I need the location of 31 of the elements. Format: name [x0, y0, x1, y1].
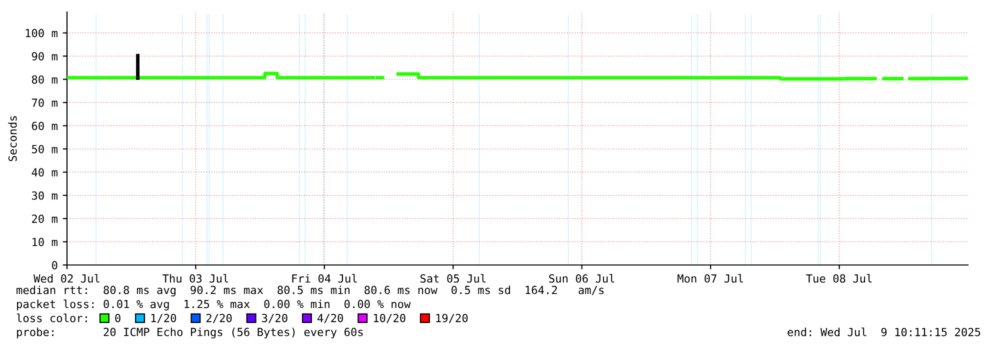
legend-label: 2/20 — [206, 314, 232, 324]
x-tick-label: Thu 03 Jul — [162, 274, 228, 283]
x-tick-label: Fri 04 Jul — [292, 274, 357, 283]
y-axis-title: Seconds — [8, 116, 17, 162]
x-tick-label: Mon 07 Jul — [678, 274, 743, 283]
legend-label: 1/20 — [151, 314, 176, 324]
y-tick-label: 60 m — [32, 122, 58, 130]
x-tick-label: Wed 02 Jul — [34, 274, 100, 283]
text: probe: 20 ICMP Echo Pings (56 Bytes) every 60s — [17, 328, 363, 338]
legend-label: 10/20 — [374, 314, 406, 324]
x-tick-label: Sat 05 Jul — [420, 274, 486, 283]
text: median rtt: 80.8 ms avg 90.2 ms max 80.5 ms min 80.6 ms now 0.5 ms sd 164.2 am/s — [16, 286, 604, 296]
y-tick-label: 70 m — [32, 98, 58, 107]
y-tick-label: 20 m — [32, 214, 58, 223]
y-tick-label: 30 m — [32, 191, 58, 200]
y-tick-label: 10 m — [32, 238, 58, 246]
legend-label: 19/20 — [436, 314, 468, 324]
text: end: Wed Jul 9 10:11:15 2025 — [788, 328, 980, 336]
text: packet loss: 0.01 % avg 1.25 % max 0.00 % min 0.00 % now — [17, 300, 411, 310]
legend-label: 4/20 — [318, 314, 343, 324]
y-tick-label: 90 m — [32, 52, 58, 61]
y-tick-label: 40 m — [32, 168, 58, 177]
y-tick-label: 80 m — [32, 75, 58, 84]
legend-label: 0 — [115, 314, 120, 322]
x-tick-label: Tue 08 Jul — [806, 274, 872, 283]
y-tick-label: 50 m — [32, 144, 58, 154]
y-tick-label: 100 m — [26, 28, 58, 38]
y-tick-label: 0 — [52, 261, 58, 270]
legend-label: 3/20 — [262, 314, 288, 324]
x-tick-label: Sun 06 Jul — [549, 274, 614, 283]
legend-title: loss color: — [16, 314, 87, 322]
